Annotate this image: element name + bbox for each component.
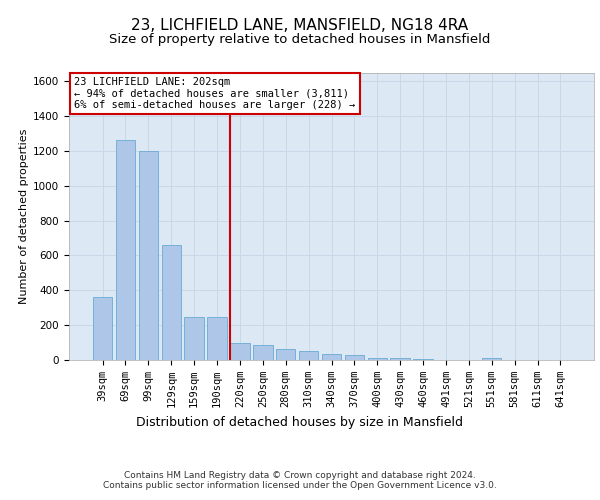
Bar (230, 342, 250, 360)
Bar (93, 298, 112, 360)
Bar (482, 358, 502, 360)
Bar (413, 359, 433, 360)
Y-axis label: Number of detached properties: Number of detached properties (19, 128, 29, 304)
Bar (139, 151, 158, 360)
Bar (391, 358, 410, 360)
Bar (184, 318, 204, 360)
Bar (299, 352, 319, 360)
Text: 23, LICHFIELD LANE, MANSFIELD, NG18 4RA: 23, LICHFIELD LANE, MANSFIELD, NG18 4RA (131, 18, 469, 32)
Text: Distribution of detached houses by size in Mansfield: Distribution of detached houses by size … (137, 416, 464, 429)
Bar (276, 348, 295, 360)
Text: 23 LICHFIELD LANE: 202sqm
← 94% of detached houses are smaller (3,811)
6% of sem: 23 LICHFIELD LANE: 202sqm ← 94% of detac… (74, 77, 355, 110)
Bar (116, 140, 135, 360)
Bar (368, 358, 387, 360)
Text: Contains HM Land Registry data © Crown copyright and database right 2024.
Contai: Contains HM Land Registry data © Crown c… (103, 470, 497, 490)
Bar (253, 345, 272, 360)
Bar (161, 245, 181, 360)
Bar (344, 355, 364, 360)
Bar (322, 354, 341, 360)
Bar (208, 318, 227, 360)
Text: Size of property relative to detached houses in Mansfield: Size of property relative to detached ho… (109, 32, 491, 46)
